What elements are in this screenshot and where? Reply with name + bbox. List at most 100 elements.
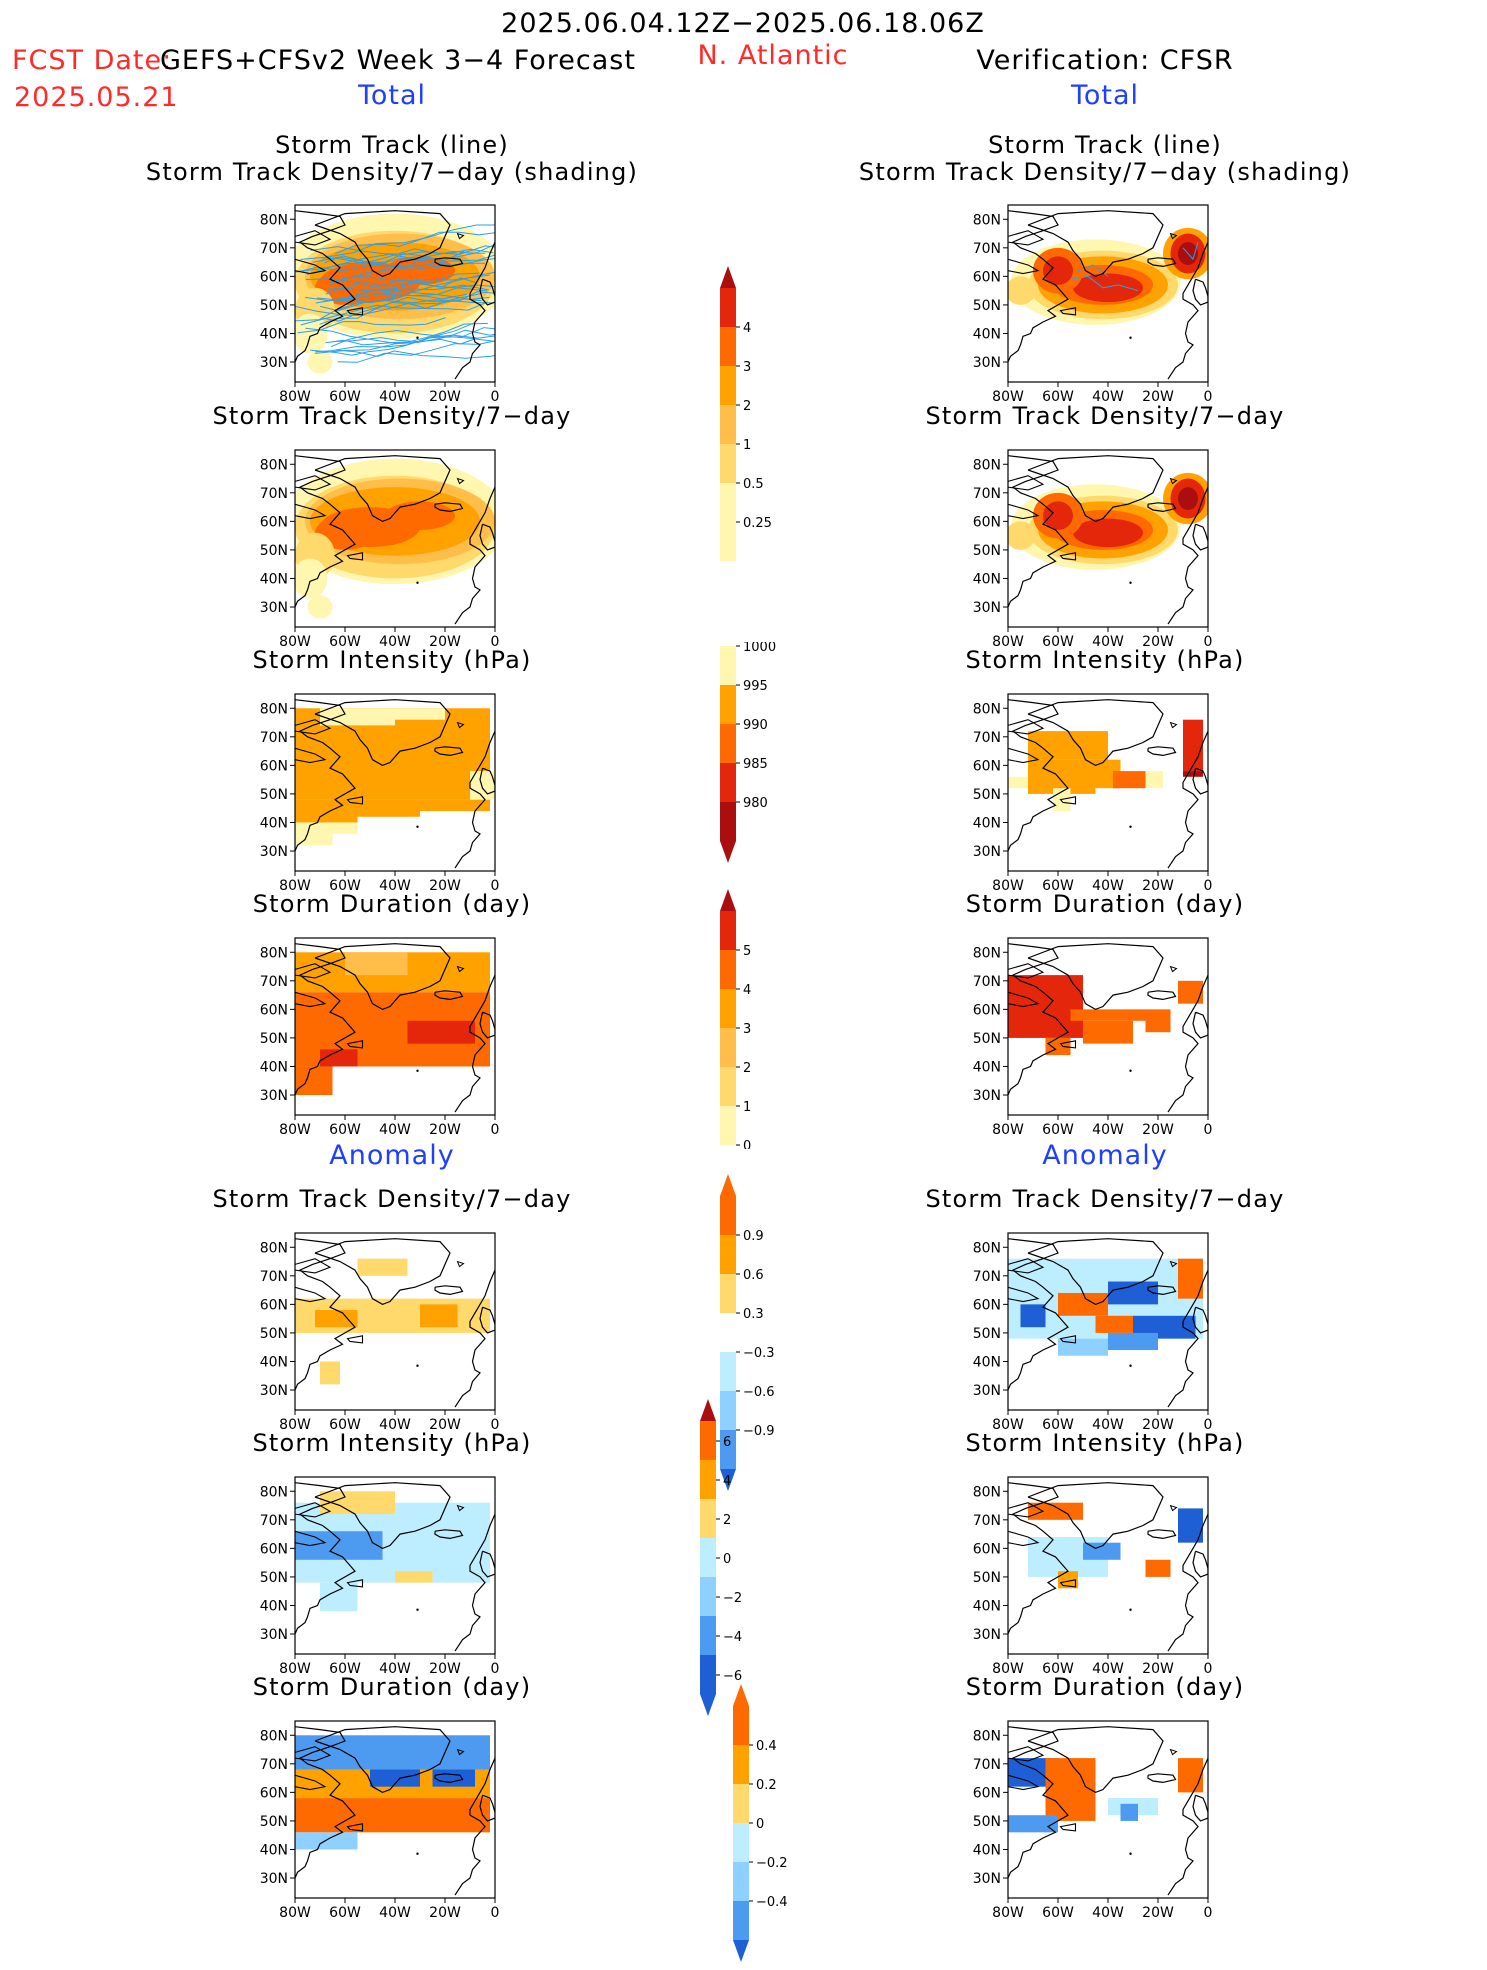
grid-cell	[432, 1769, 475, 1787]
lat-tick-label: 70N	[973, 974, 1001, 990]
title-duration-anom-right: Storm Duration (day)	[965, 1673, 1245, 1701]
lat-tick-label: 40N	[260, 1598, 288, 1614]
colorbar-label: 0.25	[743, 516, 772, 531]
coast-britain	[1192, 278, 1208, 306]
lon-tick-label: 80W	[992, 1122, 1024, 1138]
grid-cell	[1058, 1571, 1078, 1589]
map-content	[295, 943, 495, 1113]
coast-iceland	[434, 1529, 464, 1540]
density-contour	[295, 313, 328, 354]
lat-tick-label: 60N	[973, 1297, 1001, 1313]
coast-hudson-strait	[1008, 747, 1040, 764]
coast-svalbard	[1169, 1748, 1178, 1756]
lat-tick-label: 70N	[260, 1513, 288, 1529]
coast-north-america	[1008, 455, 1069, 608]
colorbar-duration-total: 5 4 3 2 1 0	[712, 885, 802, 1154]
map-axes: 80N 70N 60N 50N 40N 30N 80W 60W 40W 20W 0	[973, 1232, 1212, 1433]
grid-cell	[295, 1798, 490, 1833]
lon-tick-label: 20W	[429, 1122, 461, 1138]
map-density-anom-cfsr-svg: 80N 70N 60N 50N 40N 30N 80W 60W 40W 20W 0	[973, 1232, 1212, 1433]
lat-tick-label: 30N	[973, 1088, 1001, 1104]
coast-newfoundland	[346, 796, 364, 805]
grid-cell	[1108, 1281, 1158, 1305]
coast-iceland	[434, 1285, 464, 1296]
azores-dot	[416, 581, 419, 584]
colorbar-label: −0.6	[743, 1385, 775, 1400]
coast-hudson-strait	[295, 1286, 327, 1303]
map-duration-forecast-svg: 80N 70N 60N 50N 40N 30N 80W 60W 40W 20W 0	[260, 937, 499, 1138]
total-label-left: Total	[357, 80, 427, 111]
colorbar-segment	[700, 1616, 716, 1655]
lat-tick-label: 60N	[260, 514, 288, 530]
density-contour	[307, 350, 333, 374]
grid-cell	[395, 708, 445, 720]
grid-cell	[1058, 1292, 1108, 1316]
coast-newfoundland	[346, 307, 364, 316]
colorbar-arrow-bottom	[720, 841, 736, 863]
coast-hudson-strait	[295, 747, 327, 764]
grid-cell	[1178, 1758, 1203, 1793]
lat-tick-label: 30N	[973, 1871, 1001, 1887]
map-axes: 80N 70N 60N 50N 40N 30N 80W 60W 40W 20W 0	[973, 1476, 1212, 1677]
region-label: N. Atlantic	[697, 40, 849, 71]
map-track-forecast-svg: 80N 70N 60N 50N 40N 30N 80W 60W 40W 20W 0	[260, 204, 499, 405]
coast-iceland	[1147, 257, 1177, 268]
coast-britain	[479, 1306, 495, 1334]
storm-track-line	[312, 245, 495, 263]
gridded-field	[295, 1735, 490, 1850]
coast-europe	[1167, 1757, 1208, 1896]
lat-tick-label: 40N	[260, 571, 288, 587]
lon-tick-label: 60W	[1042, 389, 1074, 405]
colorbar-duration-total-svg: 5 4 3 2 1 0	[720, 889, 751, 1154]
coast-greenland	[1027, 943, 1164, 1011]
coast-baffin-island	[295, 963, 332, 979]
lon-tick-label: 20W	[429, 634, 461, 650]
coast-europe	[1167, 241, 1208, 380]
lon-tick-label: 60W	[1042, 1661, 1074, 1677]
lon-tick-label: 20W	[1142, 1417, 1174, 1433]
storm-track-line	[302, 251, 465, 272]
colorbar-segment	[720, 405, 736, 444]
coast-newfoundland	[346, 1335, 364, 1344]
map-content	[1008, 699, 1208, 869]
density-contour	[1008, 276, 1036, 305]
coast-greenland	[1027, 210, 1164, 278]
coast-svalbard	[456, 232, 465, 240]
coast-europe	[1167, 1513, 1208, 1652]
coast-newfoundland	[1059, 1040, 1077, 1049]
coast-iceland	[434, 1773, 464, 1784]
coast-north-america	[1008, 210, 1069, 363]
lat-tick-label: 50N	[260, 298, 288, 314]
lon-tick-label: 80W	[992, 1417, 1024, 1433]
coast-north-america	[1008, 1238, 1069, 1391]
map-content	[295, 455, 495, 625]
lat-tick-label: 30N	[973, 1383, 1001, 1399]
lat-tick-label: 80N	[973, 1484, 1001, 1500]
azores-dot	[1129, 1852, 1132, 1855]
colorbar-segment	[720, 1430, 736, 1469]
grid-cell	[1020, 1304, 1046, 1328]
lon-tick-label: 80W	[279, 1661, 311, 1677]
azores-dot	[416, 1069, 419, 1072]
colorbar-label: 1	[743, 1100, 751, 1115]
lon-tick-label: 60W	[329, 1905, 361, 1921]
storm-track-line	[310, 334, 478, 356]
map-axes: 80N 70N 60N 50N 40N 30N 80W 60W 40W 20W 0	[260, 1232, 499, 1433]
colorbar-arrow-bottom	[733, 1940, 749, 1962]
coast-hudson-strait	[295, 1774, 327, 1791]
colorbar-label: 2	[723, 1513, 731, 1528]
grid-cell	[1183, 771, 1203, 777]
title-duration-anom-left: Storm Duration (day)	[252, 1673, 532, 1701]
grid-cell	[295, 1832, 358, 1850]
coast-britain	[1192, 1550, 1208, 1578]
lat-tick-label: 30N	[260, 1627, 288, 1643]
coast-newfoundland	[346, 1579, 364, 1588]
grid-cell	[1008, 776, 1028, 789]
coast-greenland	[314, 210, 451, 278]
title-duration-right: Storm Duration (day)	[965, 890, 1245, 918]
title-track-right: Storm Track (line) Storm Track Density/7…	[859, 132, 1351, 186]
coastlines	[1008, 699, 1208, 869]
colorbar-segment	[720, 724, 736, 763]
grid-cell	[1145, 771, 1163, 789]
coast-europe	[454, 1757, 495, 1896]
